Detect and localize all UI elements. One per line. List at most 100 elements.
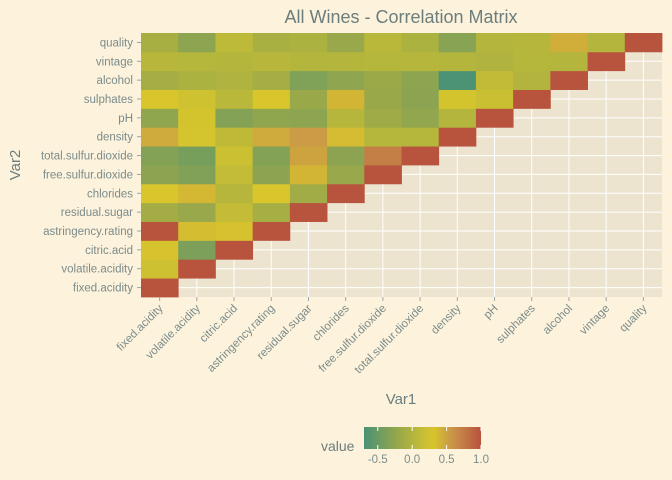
heatmap-cell-astringency.rating-alcohol xyxy=(252,70,291,90)
heatmap-cell-volatile.acidity-volatile.acidity xyxy=(178,259,216,279)
heatmap-cell-volatile.acidity-quality xyxy=(178,33,216,53)
heatmap-cell-astringency.rating-total.sulfur.dioxide xyxy=(252,146,291,166)
legend-tick-label: 0.5 xyxy=(439,454,455,466)
heatmap-cell-total.sulfur.dioxide-alcohol xyxy=(401,70,440,90)
heatmap-cell-total.sulfur.dioxide-total.sulfur.dioxide xyxy=(401,146,440,166)
heatmap-cell-chlorides-free.sulfur.dioxide xyxy=(327,165,365,185)
heatmap-cell-chlorides-quality xyxy=(327,33,365,53)
x-tick-label-free.sulfur.dioxide: free.sulfur.dioxide xyxy=(317,303,389,375)
heatmap-cell-fixed.acidity-astringency.rating xyxy=(141,221,179,241)
heatmap-cell-residual.sugar-residual.sugar xyxy=(289,202,328,222)
y-axis-tick-labels: fixed.acidity volatile.acidity citric.acid… xyxy=(41,37,141,295)
y-tick-label-residual.sugar: residual.sugar xyxy=(61,207,133,219)
heatmap-cell-alcohol-alcohol xyxy=(550,70,588,90)
heatmap-cell-residual.sugar-vintage xyxy=(289,51,328,72)
heatmap-cell-volatile.acidity-chlorides xyxy=(178,183,216,204)
heatmap-cell-citric.acid-alcohol xyxy=(215,70,254,90)
heatmap-cell-astringency.rating-astringency.rating xyxy=(252,221,291,241)
heatmap-cell-fixed.acidity-total.sulfur.dioxide xyxy=(141,146,179,166)
heatmap-cell-sulphates-sulphates xyxy=(513,89,551,109)
heatmap-cell-density-alcohol xyxy=(438,70,477,90)
heatmap-cell-pH-pH xyxy=(475,108,514,128)
y-tick-label-quality: quality xyxy=(100,37,133,49)
heatmap-cell-pH-sulphates xyxy=(475,89,514,109)
heatmap-cell-free.sulfur.dioxide-alcohol xyxy=(364,70,402,90)
y-tick-label-chlorides: chlorides xyxy=(87,188,133,200)
heatmap-cell-alcohol-vintage xyxy=(550,51,588,72)
heatmap-cell-fixed.acidity-citric.acid xyxy=(141,240,179,260)
heatmap-cell-free.sulfur.dioxide-quality xyxy=(364,33,402,53)
heatmap-cells xyxy=(141,33,663,298)
heatmap-cell-residual.sugar-chlorides xyxy=(289,183,328,204)
heatmap-cell-citric.acid-total.sulfur.dioxide xyxy=(215,146,254,166)
heatmap-cell-free.sulfur.dioxide-total.sulfur.dioxide xyxy=(364,146,402,166)
y-tick-label-citric.acid: citric.acid xyxy=(85,245,133,257)
heatmap-cell-volatile.acidity-pH xyxy=(178,108,216,128)
heatmap-cell-total.sulfur.dioxide-sulphates xyxy=(401,89,440,109)
heatmap-cell-residual.sugar-sulphates xyxy=(289,89,328,109)
heatmap-cell-density-pH xyxy=(438,108,477,128)
heatmap-cell-citric.acid-pH xyxy=(215,108,254,128)
heatmap-cell-astringency.rating-chlorides xyxy=(252,183,291,204)
heatmap-cell-alcohol-quality xyxy=(550,33,588,53)
heatmap-cell-fixed.acidity-density xyxy=(141,127,179,147)
y-tick-label-total.sulfur.dioxide: total.sulfur.dioxide xyxy=(41,151,133,163)
heatmap-cell-density-density xyxy=(438,127,477,147)
heatmap-cell-chlorides-pH xyxy=(327,108,365,128)
legend-tick-label: -0.5 xyxy=(368,454,388,466)
heatmap-cell-citric.acid-vintage xyxy=(215,51,254,72)
x-axis-label: Var1 xyxy=(386,391,417,408)
y-tick-label-sulphates: sulphates xyxy=(84,94,133,106)
legend-color-bar xyxy=(364,427,481,449)
x-tick-label-pH: pH xyxy=(482,303,501,322)
heatmap-cell-fixed.acidity-vintage xyxy=(141,51,179,72)
x-tick-label-astringency.rating: astringency.rating xyxy=(205,303,277,375)
heatmap-cell-pH-vintage xyxy=(475,51,514,72)
heatmap-cell-astringency.rating-vintage xyxy=(252,51,291,72)
heatmap-cell-total.sulfur.dioxide-vintage xyxy=(401,51,440,72)
chart-title: All Wines - Correlation Matrix xyxy=(284,7,517,27)
heatmap-cell-astringency.rating-free.sulfur.dioxide xyxy=(252,165,291,185)
heatmap-cell-astringency.rating-pH xyxy=(252,108,291,128)
heatmap-cell-volatile.acidity-residual.sugar xyxy=(178,202,216,222)
heatmap-cell-sulphates-quality xyxy=(513,33,551,53)
heatmap-cell-free.sulfur.dioxide-free.sulfur.dioxide xyxy=(364,165,402,185)
heatmap-cell-volatile.acidity-alcohol xyxy=(178,70,216,90)
heatmap-cell-citric.acid-astringency.rating xyxy=(215,221,254,241)
legend-tick-label: 0.0 xyxy=(404,454,420,466)
heatmap-cell-fixed.acidity-pH xyxy=(141,108,179,128)
y-tick-label-volatile.acidity: volatile.acidity xyxy=(61,264,133,276)
x-axis-tick-labels: fixed.acidityvolatile.aciditycitric.acid… xyxy=(115,297,650,376)
heatmap-cell-total.sulfur.dioxide-pH xyxy=(401,108,440,128)
heatmap-cell-astringency.rating-density xyxy=(252,127,291,147)
heatmap-cell-citric.acid-residual.sugar xyxy=(215,202,254,222)
heatmap-cell-fixed.acidity-free.sulfur.dioxide xyxy=(141,165,179,185)
heatmap-cell-citric.acid-chlorides xyxy=(215,183,254,204)
heatmap-cell-chlorides-chlorides xyxy=(327,183,365,204)
heatmap-cell-free.sulfur.dioxide-vintage xyxy=(364,51,402,72)
legend-tick-label: 1.0 xyxy=(473,454,489,466)
heatmap-cell-astringency.rating-residual.sugar xyxy=(252,202,291,222)
heatmap-cell-vintage-quality xyxy=(587,33,626,53)
heatmap-cell-free.sulfur.dioxide-pH xyxy=(364,108,402,128)
heatmap-cell-residual.sugar-total.sulfur.dioxide xyxy=(289,146,328,166)
y-tick-label-pH: pH xyxy=(118,113,133,125)
heatmap-cell-volatile.acidity-vintage xyxy=(178,51,216,72)
y-tick-label-vintage: vintage xyxy=(96,56,133,68)
heatmap-cell-density-sulphates xyxy=(438,89,477,109)
y-tick-label-free.sulfur.dioxide: free.sulfur.dioxide xyxy=(43,169,133,181)
heatmap-cell-quality-quality xyxy=(624,33,663,53)
heatmap-cell-density-vintage xyxy=(438,51,477,72)
legend-ticks: -0.5 0.0 0.5 1.0 xyxy=(368,427,489,466)
heatmap-cell-total.sulfur.dioxide-density xyxy=(401,127,440,147)
y-tick-label-fixed.acidity: fixed.acidity xyxy=(73,283,133,295)
heatmap-cell-astringency.rating-sulphates xyxy=(252,89,291,109)
heatmap-cell-citric.acid-citric.acid xyxy=(215,240,254,260)
heatmap-cell-astringency.rating-quality xyxy=(252,33,291,53)
heatmap-cell-citric.acid-sulphates xyxy=(215,89,254,109)
heatmap-cell-volatile.acidity-free.sulfur.dioxide xyxy=(178,165,216,185)
heatmap-cell-density-quality xyxy=(438,33,477,53)
heatmap-cell-vintage-vintage xyxy=(587,51,626,72)
y-tick-label-astringency.rating: astringency.rating xyxy=(43,226,133,238)
